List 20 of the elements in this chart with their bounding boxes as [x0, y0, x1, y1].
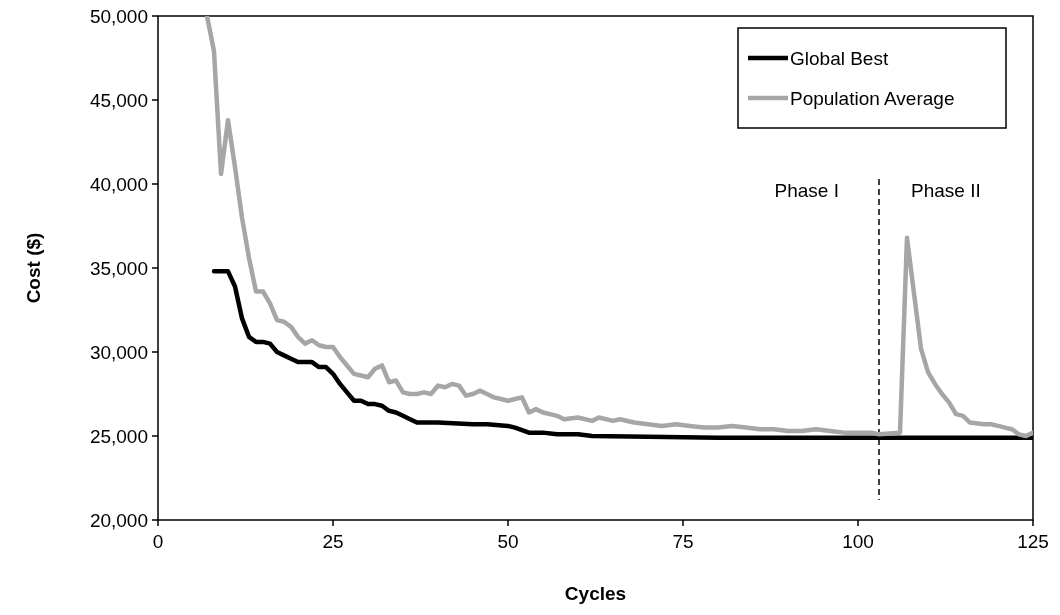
x-tick-label: 25: [322, 531, 344, 552]
x-tick-label: 125: [1017, 531, 1049, 552]
annotation: Phase II: [911, 180, 981, 201]
annotation: Phase I: [774, 180, 839, 201]
legend-label: Global Best: [790, 47, 889, 69]
y-tick-label: 30,000: [89, 341, 148, 363]
x-tick-label: 50: [497, 531, 519, 552]
y-tick-label: 35,000: [89, 257, 148, 279]
y-tick-label: 40,000: [89, 173, 148, 195]
y-tick-label: 45,000: [89, 89, 148, 111]
legend-label: Population Average: [790, 87, 955, 109]
x-tick-label: 0: [152, 531, 164, 552]
line-series: [204, 16, 1033, 439]
y-axis-title: Cost ($): [23, 232, 44, 304]
x-axis-title: Cycles: [564, 583, 627, 604]
y-tick-label: 50,000: [89, 5, 148, 27]
y-tick-label: 20,000: [89, 509, 148, 531]
x-tick-label: 75: [672, 531, 694, 552]
y-tick-label: 25,000: [89, 425, 148, 447]
x-tick-label: 100: [842, 531, 874, 552]
